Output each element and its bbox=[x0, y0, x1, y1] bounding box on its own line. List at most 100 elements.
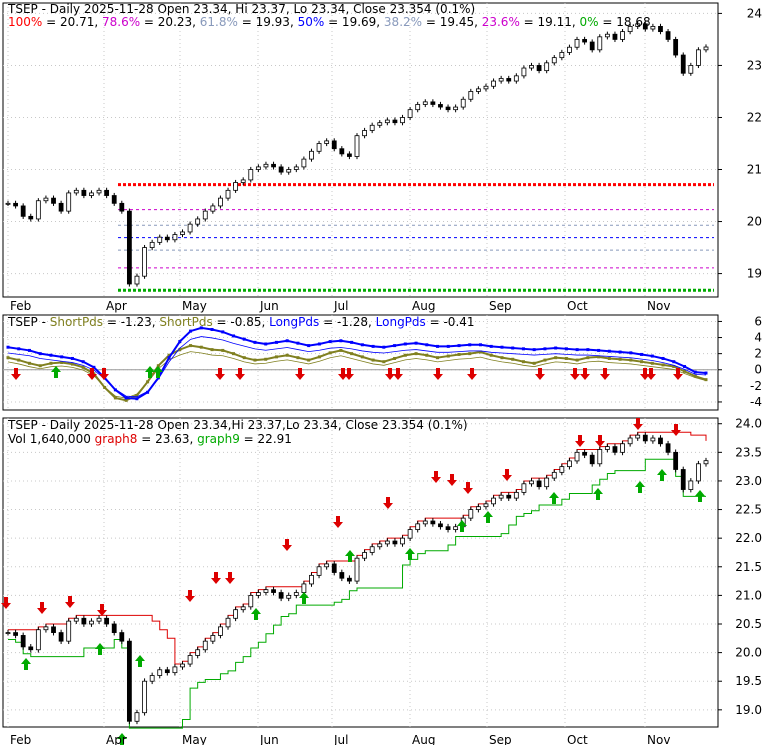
longpds-point bbox=[167, 356, 171, 360]
price-candle-body bbox=[559, 52, 565, 59]
guppy-candle-body bbox=[248, 594, 254, 608]
price-candle-body bbox=[66, 192, 72, 212]
price-candle-body bbox=[362, 130, 367, 137]
shortpds-point bbox=[607, 356, 611, 360]
guppy-candle-body bbox=[445, 526, 451, 530]
shortpds-point bbox=[500, 356, 504, 360]
guppy-candle-body bbox=[96, 617, 102, 622]
shortpds-point bbox=[511, 357, 515, 361]
longpds-point bbox=[339, 339, 343, 343]
longpds-point bbox=[393, 344, 397, 348]
longpds-point bbox=[457, 344, 461, 348]
x-tick-label: Nov bbox=[647, 733, 670, 745]
price-title-part-0: TSEP - Daily 2025-11-28 Open 23.34, Hi 2… bbox=[7, 2, 475, 16]
guppy-candle-body bbox=[422, 520, 428, 525]
down-arrow bbox=[580, 368, 590, 380]
shortpds-point bbox=[285, 353, 289, 357]
price-candle-body bbox=[331, 140, 337, 150]
guppy-candle-body bbox=[612, 446, 618, 453]
shortpds-point bbox=[242, 356, 246, 360]
price-candle-body bbox=[51, 197, 56, 204]
x-tick-label: Aug bbox=[412, 733, 435, 745]
guppy-candle-body bbox=[475, 506, 481, 510]
y-tick-label: 21 bbox=[747, 163, 762, 177]
guppy-candle-body bbox=[263, 589, 269, 593]
price-candle-body bbox=[400, 117, 405, 124]
longpds-line bbox=[7, 326, 707, 400]
fib-label-value: = 18.68 bbox=[599, 15, 651, 29]
guppy-candle-body bbox=[604, 446, 610, 450]
price-candle-body bbox=[582, 39, 588, 43]
guppy-candle-body bbox=[149, 675, 155, 682]
shortpds-point bbox=[393, 356, 397, 360]
fib-label-pct: 61.8% bbox=[200, 15, 238, 29]
fib-label-value: = 19.93, bbox=[238, 15, 298, 29]
price-candle-body bbox=[13, 202, 18, 207]
shortpds-point bbox=[629, 358, 633, 362]
down-arrow bbox=[97, 604, 107, 616]
x-tick-label: Oct bbox=[567, 733, 588, 745]
price-candle-body bbox=[680, 54, 686, 74]
x-tick-label: Aug bbox=[412, 299, 435, 313]
down-arrow bbox=[502, 469, 512, 481]
up-arrow bbox=[153, 366, 163, 378]
down-arrow bbox=[633, 418, 643, 430]
guppy-candle-body bbox=[688, 480, 694, 490]
shortpds-point bbox=[49, 361, 53, 365]
longpds-point bbox=[232, 334, 236, 338]
longpds-point bbox=[672, 360, 676, 364]
longpds-point bbox=[586, 348, 590, 352]
guppy-title: TSEP - Daily 2025-11-28 Open 23.34,Hi 23… bbox=[7, 418, 468, 432]
shortpds-point bbox=[124, 398, 128, 402]
y-tick-label: 21.5 bbox=[735, 560, 762, 574]
guppy-candle-body bbox=[111, 623, 117, 633]
price-candle-body bbox=[521, 67, 527, 77]
longpds-point bbox=[178, 340, 182, 344]
guppy-candle-body bbox=[286, 594, 292, 599]
down-arrow bbox=[467, 368, 477, 380]
up-arrow bbox=[549, 492, 559, 504]
longpds-point bbox=[532, 348, 536, 352]
guppy-title-part-0: TSEP - Daily 2025-11-28 Open 23.34,Hi 23… bbox=[7, 418, 468, 432]
guppy-candle-body bbox=[316, 566, 322, 576]
longpds-point bbox=[597, 348, 601, 352]
price-candle-body bbox=[483, 85, 489, 90]
guppy-candle-body bbox=[5, 632, 11, 634]
down-arrow bbox=[535, 368, 545, 380]
price-candle-body bbox=[384, 119, 390, 124]
price-candle-body bbox=[202, 210, 208, 220]
guppy-candle-body bbox=[187, 655, 193, 665]
price-candle-body bbox=[642, 23, 648, 30]
grid-layer bbox=[3, 3, 722, 727]
osc-title-part-3: ShortPds bbox=[159, 315, 212, 329]
y-tick-label: 20.0 bbox=[735, 646, 762, 660]
down-arrow bbox=[333, 516, 343, 528]
guppy-candle-body bbox=[195, 649, 201, 656]
down-arrow bbox=[344, 368, 354, 380]
longpds-point bbox=[135, 397, 139, 401]
guppy-candle-body bbox=[331, 563, 337, 573]
guppy-candle-body bbox=[66, 620, 72, 642]
shortpds-point bbox=[650, 361, 654, 365]
guppy-candle-body bbox=[635, 434, 641, 439]
longpds-point bbox=[403, 342, 407, 346]
guppy-candle-body bbox=[680, 469, 686, 490]
price-candle-body bbox=[195, 218, 201, 225]
longpds-point bbox=[296, 341, 300, 345]
down-arrow bbox=[385, 368, 395, 380]
price-candle-body bbox=[324, 140, 330, 144]
longpds-point bbox=[285, 339, 289, 343]
longpds-point bbox=[210, 327, 214, 331]
longpds-point bbox=[468, 343, 472, 347]
x-tick-label: Jul bbox=[333, 733, 348, 745]
price-candle-body bbox=[119, 202, 125, 212]
longpds-point bbox=[92, 365, 96, 369]
y-tick-label: 23.5 bbox=[735, 445, 762, 459]
x-tick-label: May bbox=[182, 299, 207, 313]
guppy-candle-body bbox=[650, 437, 656, 442]
x-tick-label: Nov bbox=[647, 299, 670, 313]
longpds-point bbox=[189, 329, 193, 333]
osc-title-part-7: LongPds bbox=[376, 315, 426, 329]
shortpds-point bbox=[371, 358, 375, 362]
shortpds-point bbox=[253, 358, 257, 362]
